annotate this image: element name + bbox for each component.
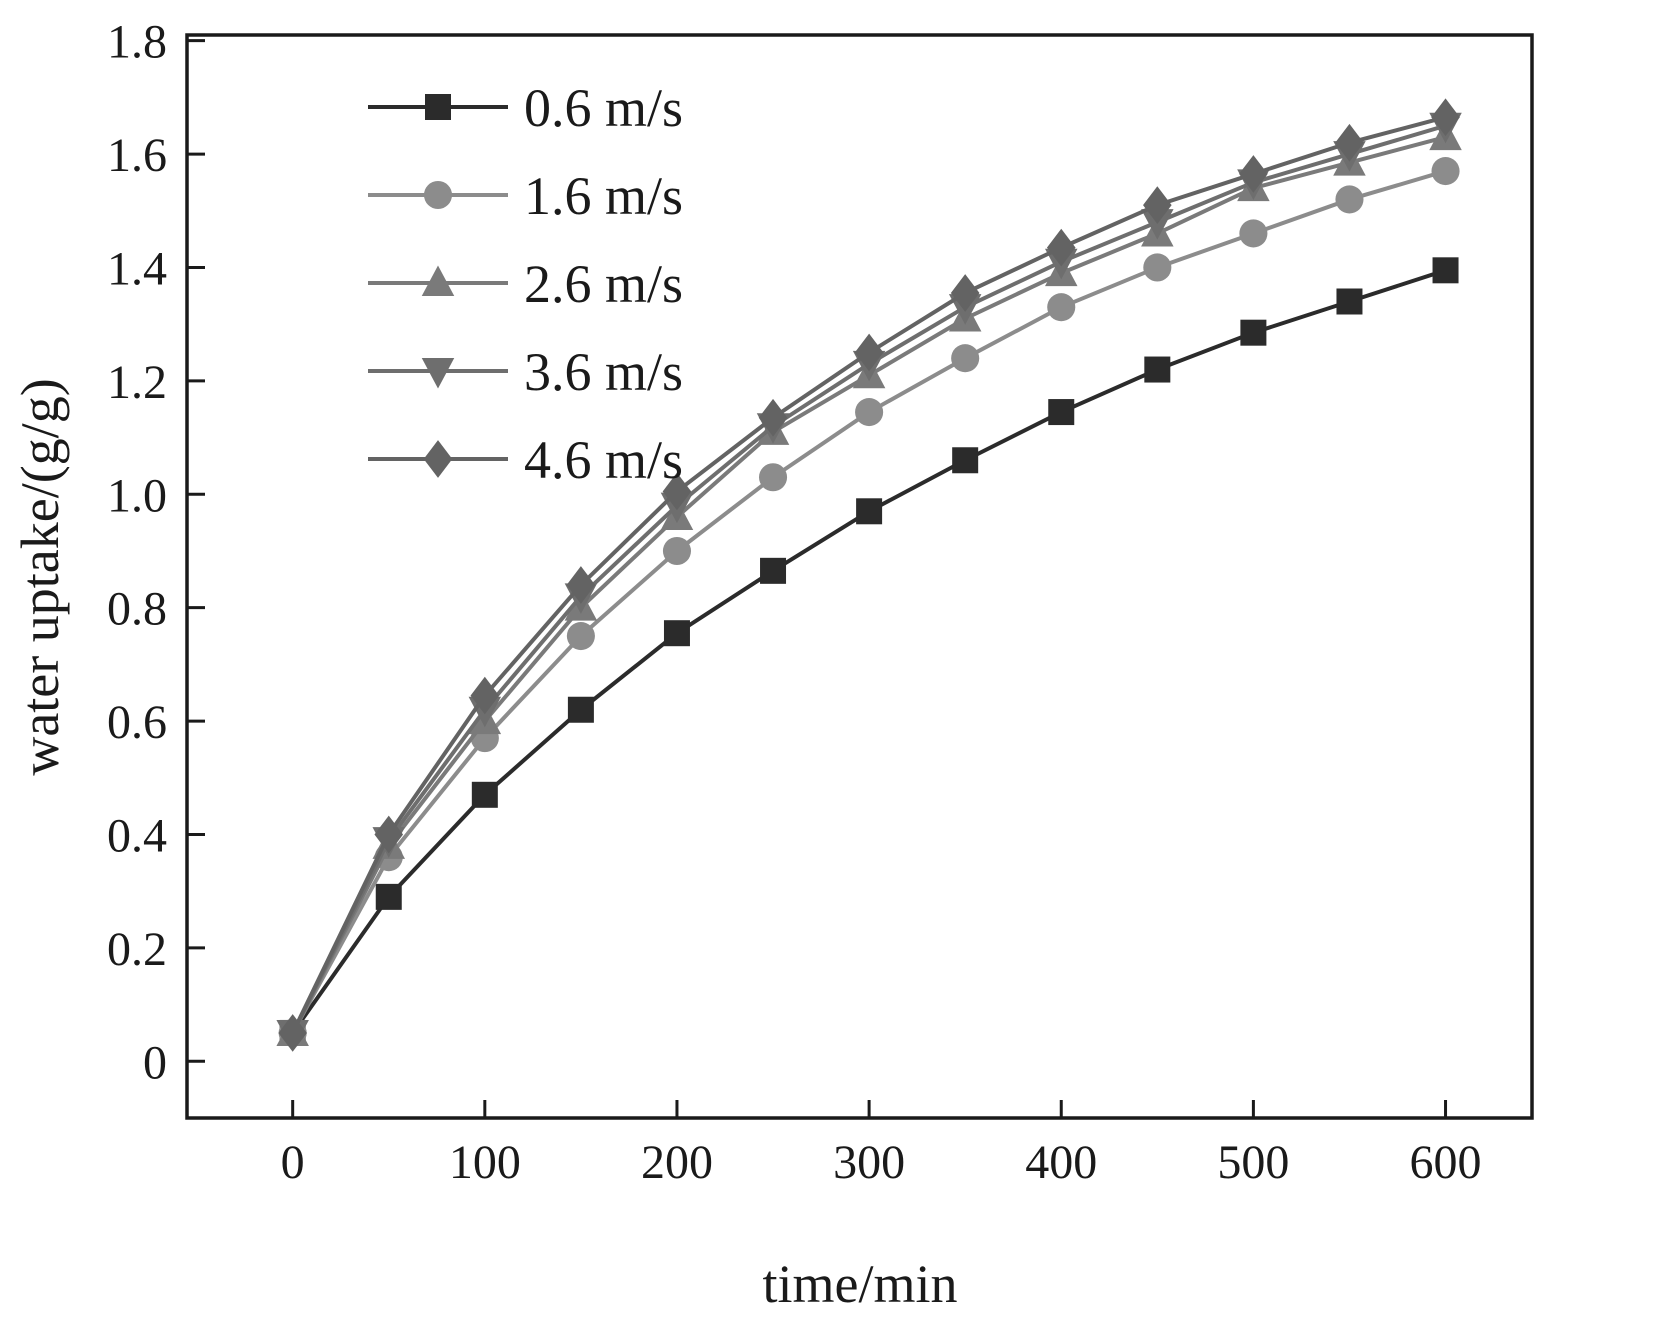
series-point [1335,185,1364,214]
y-tick-label: 0 [143,1036,167,1089]
series-point [854,333,884,372]
x-tick-label: 300 [833,1136,905,1189]
series-point [1431,157,1460,186]
series-point [1431,98,1460,137]
y-tick-label: 1.8 [107,16,167,69]
series-point [566,566,596,604]
y-tick-label: 1.4 [107,242,167,295]
series-point [1048,399,1075,426]
series-point [1046,228,1076,267]
series-2.6-m-s [276,119,1462,1046]
series-point [1143,253,1172,282]
series-point [567,696,594,723]
series-point [566,621,595,651]
x-tick-label: 200 [641,1136,713,1189]
x-tick-label: 100 [449,1136,521,1189]
x-tick-label: 600 [1410,1136,1482,1189]
series-point [1336,288,1363,315]
series-point [663,620,690,647]
plot-area: 0 100 200 300 400 500 600 0 0.2 0.4 0.6 0.8 1.0 1.2 1.… [107,16,1534,1189]
series-3.6-m-s [276,112,1462,1051]
series-point [662,472,692,511]
legend-item: 3.6 m/s [368,342,683,402]
series-point [662,536,692,566]
legend-marker [421,265,455,296]
series-1.6-m-s [278,157,1460,1047]
series-point [375,883,402,910]
y-tick-label: 0.2 [107,923,167,976]
series-point [950,274,980,312]
series-point [1335,123,1364,162]
legend-label: 2.6 m/s [524,254,683,314]
y-axis-label: water uptake/(g/g) [10,378,70,775]
series-line [290,169,1448,1035]
x-tick-label: 400 [1025,1136,1097,1189]
series-point [1239,219,1268,248]
legend-item: 2.6 m/s [368,254,683,314]
series-point [760,557,787,584]
series-point [1239,155,1268,193]
series-point [1047,293,1076,322]
x-axis-label: time/min [763,1254,958,1314]
legend-label: 0.6 m/s [524,78,683,138]
series-point [278,1014,307,1052]
series-point [758,398,788,437]
series-point [1144,356,1171,383]
series-point [951,344,980,373]
x-tick-label: 0 [281,1136,305,1189]
legend-marker [421,358,455,389]
y-tick-label: 0.4 [107,809,167,862]
series-line [290,115,1448,1035]
legend-label: 4.6 m/s [524,430,683,490]
series-point [952,447,979,474]
series-4.6-m-s [278,98,1460,1052]
legend-label: 1.6 m/s [524,166,683,226]
x-tick-label: 500 [1217,1136,1289,1189]
legend-marker [423,440,453,478]
legend-marker [423,180,453,210]
legend-item: 4.6 m/s [368,430,683,490]
legend-item: 0.6 m/s [368,78,683,138]
legend-item: 1.6 m/s [368,166,683,226]
legend: 0.6 m/s 1.6 m/s 2.6 m/s 3.6 m/s 4.6 m/s [368,78,683,490]
series-point [758,463,788,492]
series-line [290,135,1448,1035]
y-tick-label: 0.8 [107,583,167,636]
series-point [1432,257,1459,284]
series-line [290,123,1448,1035]
series-point [1240,319,1267,346]
series-point [471,781,498,808]
series-point [470,676,500,715]
y-tick-label: 0.6 [107,696,167,749]
series-point [855,398,884,427]
series-point [374,815,404,854]
series-point [1143,186,1172,224]
series-point [856,498,883,525]
plot-border [185,33,1534,1120]
series-point [1141,209,1174,240]
y-tick-label: 1.6 [107,129,167,182]
y-tick-label: 1.2 [107,356,167,409]
y-tick-label: 1.0 [107,469,167,522]
legend-marker [425,94,451,120]
legend-label: 3.6 m/s [524,342,683,402]
series-0.6-m-s [279,257,1459,1046]
